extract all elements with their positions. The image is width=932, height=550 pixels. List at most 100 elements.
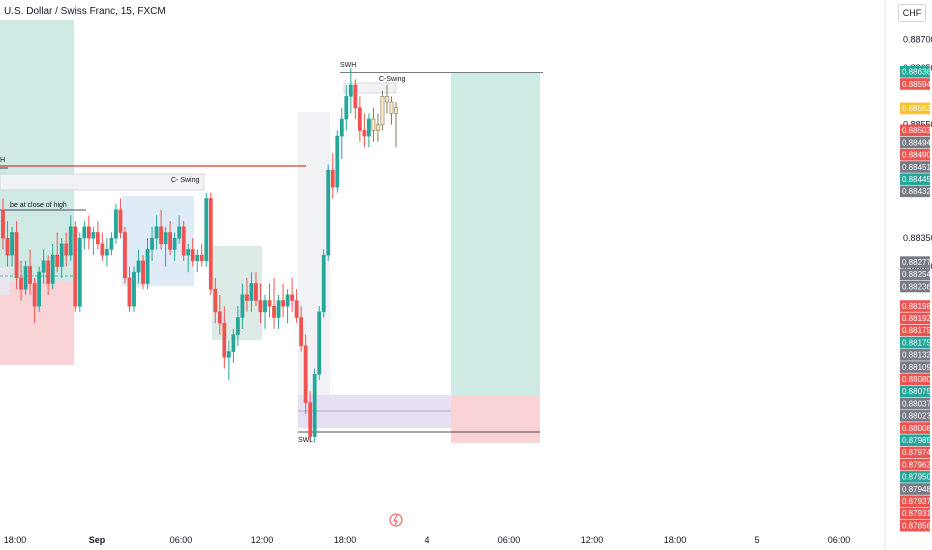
candle [123,226,127,284]
price-tag: 0.87937 [900,495,931,508]
price-tag-label: 0.88254 [902,270,931,279]
price-tag: 0.87950 [900,471,931,483]
candle-body [5,237,10,256]
price-tag-label: 0.87937 [902,497,931,506]
candle-body [37,271,42,307]
price-tag-bg [900,78,930,90]
candle-body [50,254,55,284]
candle-body [294,300,299,318]
price-tag: 0.88175 [900,336,931,349]
candle-body [366,118,371,137]
candle [208,192,213,295]
candle [109,232,114,256]
candle [339,107,344,159]
price-tag: 0.87985 [900,434,931,447]
price-tag-label: 0.88198 [902,302,931,311]
price-tag-label: 0.88432 [902,187,931,196]
candle [222,306,227,369]
candle-body [10,232,14,256]
candle [55,232,60,273]
candle-body [326,169,331,256]
candle [190,238,195,267]
candle [294,289,299,324]
candle [240,283,245,329]
candle-body [312,373,317,437]
candle [14,221,19,290]
candle [154,215,159,250]
price-tag-label: 0.87948 [902,485,931,494]
candle-body [330,169,335,188]
candle-body [303,345,308,403]
price-tag-bg [900,458,930,471]
price-tag-label: 0.88132 [902,351,931,360]
candle [73,221,78,312]
candle-body [357,107,362,131]
candle [59,238,64,278]
candle [28,249,33,295]
candle [136,249,141,284]
candle-body [240,294,245,318]
chart-title: U.S. Dollar / Swiss Franc, 15, FXCM [4,6,166,17]
candle-body [23,266,28,290]
candle [95,221,100,250]
price-tag-label: 0.88075 [902,387,931,396]
price-tag: 0.87948 [900,483,931,495]
candle-body [263,300,267,313]
currency-button[interactable]: CHF [898,4,926,22]
candle [299,306,304,352]
replay-icon[interactable] [389,513,403,527]
candle [290,277,295,312]
candle [50,243,55,290]
candle-body [154,226,159,239]
candle-body [272,305,276,318]
price-tag-bg [900,280,930,293]
candle [64,232,69,267]
price-tag: 0.87962 [900,458,931,471]
candle-body [168,232,173,250]
price-tag-label: 0.88175 [902,338,931,347]
price-tag-label: 0.88008 [902,424,931,433]
candle [168,221,173,256]
candle [195,249,200,273]
price-tag: 0.88132 [900,349,931,361]
price-tag-bg [900,507,930,520]
candle [321,249,326,318]
price-tag: 0.88023 [900,410,931,422]
price-tag-label: 0.88490 [902,151,931,160]
price-tag-bg [900,124,930,137]
candle [394,102,398,148]
candle [362,113,367,148]
candle [145,238,150,290]
x-tick-label: 4 [424,535,429,545]
candle [104,238,109,267]
price-tag: 0.88503 [900,124,931,137]
candle-body [100,243,105,256]
price-tag-label: 0.87974 [902,448,931,457]
price-tag-bg [900,373,930,386]
price-tag-label: 0.88192 [902,314,931,323]
candle-body [281,300,285,307]
price-tag: 0.88080 [900,373,931,386]
c-swing-right-box [343,82,397,94]
candle-body [222,322,227,358]
price-tag: 0.88490 [900,148,931,161]
candle-body [208,198,213,290]
gray-zone-small [0,268,10,295]
price-tag-label: 0.88562 [902,104,931,113]
price-tag-bg [900,102,930,115]
candle-body [1,209,5,239]
candle-body [95,232,100,245]
candle-body [177,226,182,239]
candle [5,221,10,267]
candle-body [186,249,191,256]
stop-red-zone [451,395,540,443]
price-tag-bg [900,185,930,198]
candle-body [150,237,154,250]
price-tags: 0.88636 0.88594 0.88562 0.88503 0.88494 0.884… [900,66,931,532]
candle-body [217,311,222,324]
price-tag-label: 0.88023 [902,412,931,421]
candle-body [371,118,376,131]
x-tick-label: 12:00 [581,535,604,545]
